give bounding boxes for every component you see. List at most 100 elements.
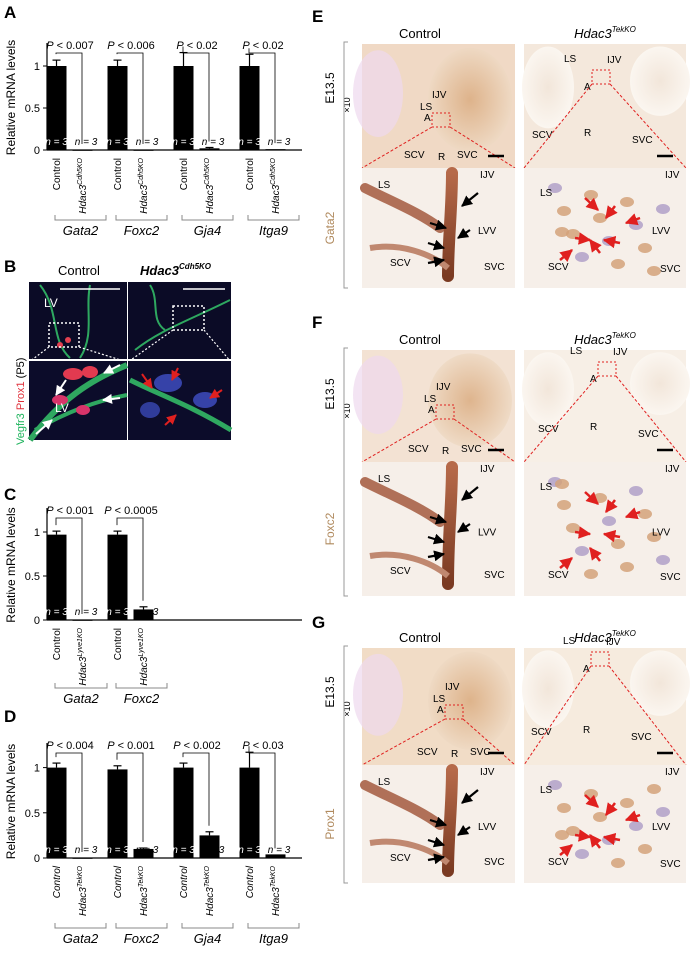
- stage-label: E13.5: [323, 676, 337, 708]
- anatomy-label-ijv: IJV: [436, 382, 451, 393]
- bar-control: [46, 66, 67, 150]
- anatomy-label-a: A: [428, 405, 435, 416]
- significance-bracket: [55, 52, 83, 144]
- zoom-connector: [462, 718, 516, 766]
- anatomy-label-svc: SVC: [484, 262, 505, 273]
- zoom-region-box: [590, 651, 610, 667]
- cell-nucleus: [584, 190, 598, 200]
- zoom-connector: [453, 418, 516, 463]
- bar-ko: [199, 835, 220, 858]
- x-category-label: Control: [179, 158, 190, 190]
- n-label: n = 3: [75, 607, 98, 618]
- n-label: n = 3: [238, 845, 261, 856]
- red-arrow: [624, 810, 641, 823]
- black-arrow: [429, 816, 448, 828]
- red-arrow: [584, 197, 599, 211]
- anatomy-label-scv: SCV: [548, 262, 569, 273]
- cell-nucleus: [593, 812, 607, 822]
- x-category-label: Hdac3Cdh5KO: [77, 157, 89, 213]
- ko-heading: Hdac3TekKO: [574, 331, 636, 347]
- group-bracket: [54, 683, 108, 689]
- significance-bracket: [116, 517, 144, 601]
- cell-nucleus: [557, 803, 571, 813]
- anatomy-label-lvv: LVV: [652, 822, 670, 833]
- cell-nucleus: [602, 516, 616, 526]
- anatomy-label-scv: SCV: [538, 424, 559, 435]
- n-label: n = 3: [136, 137, 159, 148]
- chart-a: Relative mRNA levels 0 0.5 1 n = 3 Control n =…: [4, 40, 302, 238]
- p-value-label: P < 0.02: [242, 40, 283, 52]
- anatomy-label-lvv: LVV: [652, 528, 670, 539]
- anatomy-label-ls: LS: [420, 102, 433, 113]
- red-arrow: [602, 235, 621, 249]
- bar-control: [107, 66, 128, 150]
- group-bracket: [247, 923, 300, 929]
- group-bracket: [181, 215, 234, 221]
- anatomy-label-scv: SCV: [531, 727, 552, 738]
- anatomy-label-ijv: IJV: [607, 55, 622, 66]
- n-label: n = 3: [238, 137, 261, 148]
- anatomy-label-lvv: LVV: [478, 226, 496, 237]
- y-tick-label: 0: [34, 853, 40, 865]
- vessel-strand: [369, 551, 450, 579]
- cell-nucleus: [656, 555, 670, 565]
- anatomy-label-ijv: IJV: [665, 464, 680, 475]
- tissue-blob: [353, 50, 403, 137]
- cell-nucleus: [593, 213, 607, 223]
- anatomy-label-scv: SCV: [417, 747, 438, 758]
- significance-bracket: [116, 752, 144, 843]
- anatomy-label-scv: SCV: [532, 130, 553, 141]
- anatomy-label-svc: SVC: [484, 857, 505, 868]
- anatomy-label-ijv: IJV: [613, 347, 628, 358]
- cell-nucleus: [575, 252, 589, 262]
- anatomy-label-ls: LS: [378, 180, 391, 191]
- anatomy-label-ijv: IJV: [445, 682, 460, 693]
- zoom-connector: [608, 665, 687, 766]
- anatomy-label-scv: SCV: [390, 853, 411, 864]
- cell-nucleus: [566, 523, 580, 533]
- cell-nucleus: [656, 204, 670, 214]
- zoom-region-box: [431, 112, 451, 128]
- bar-ko: [199, 148, 220, 150]
- red-arrow: [584, 794, 599, 808]
- anatomy-label-ijv: IJV: [480, 464, 495, 475]
- group-label: Gja4: [194, 931, 221, 946]
- cell-nucleus: [566, 826, 580, 836]
- black-arrow: [429, 513, 448, 525]
- cell-nucleus: [611, 858, 625, 868]
- group-label: Foxc2: [124, 931, 160, 946]
- red-arrow: [605, 802, 618, 816]
- anatomy-label-a: A: [424, 113, 431, 124]
- vessel-strand: [442, 167, 458, 282]
- magnification-label: ×10: [342, 701, 352, 716]
- y-tick-label: 0: [34, 615, 40, 627]
- bar-control: [107, 534, 128, 620]
- cell-nucleus: [548, 183, 562, 193]
- cell-nucleus: [638, 243, 652, 253]
- group-bracket: [54, 923, 107, 929]
- tissue-blob: [630, 352, 690, 415]
- anatomy-label-a: A: [437, 705, 444, 716]
- zoom-connector: [615, 375, 687, 463]
- p-value-label: P < 0.002: [173, 740, 220, 752]
- cell-nucleus: [611, 259, 625, 269]
- panel-letter-e: E: [312, 7, 323, 26]
- x-category-label: Hdac3Cdh5KO: [138, 157, 150, 213]
- y-tick-label: 0.5: [25, 808, 40, 820]
- anatomy-label-ls: LS: [563, 636, 576, 647]
- bar-ko: [133, 609, 154, 620]
- n-label: n = 3: [172, 845, 195, 856]
- tissue-blob: [353, 653, 403, 736]
- side-bracket: [343, 645, 348, 884]
- chart-d: Relative mRNA levels 0 0.5 1 n = 3 Control n =…: [4, 740, 302, 946]
- n-label: n = 3: [202, 845, 225, 856]
- anatomy-label-svc: SVC: [660, 859, 681, 870]
- n-label: n = 3: [106, 137, 129, 148]
- p-value-label: P < 0.001: [46, 505, 93, 517]
- anatomy-label-lvv: LVV: [478, 528, 496, 539]
- significance-bracket: [55, 517, 83, 614]
- bar-control: [46, 534, 67, 620]
- group-label: Itga9: [259, 931, 288, 946]
- y-tick-label: 0.5: [25, 571, 40, 583]
